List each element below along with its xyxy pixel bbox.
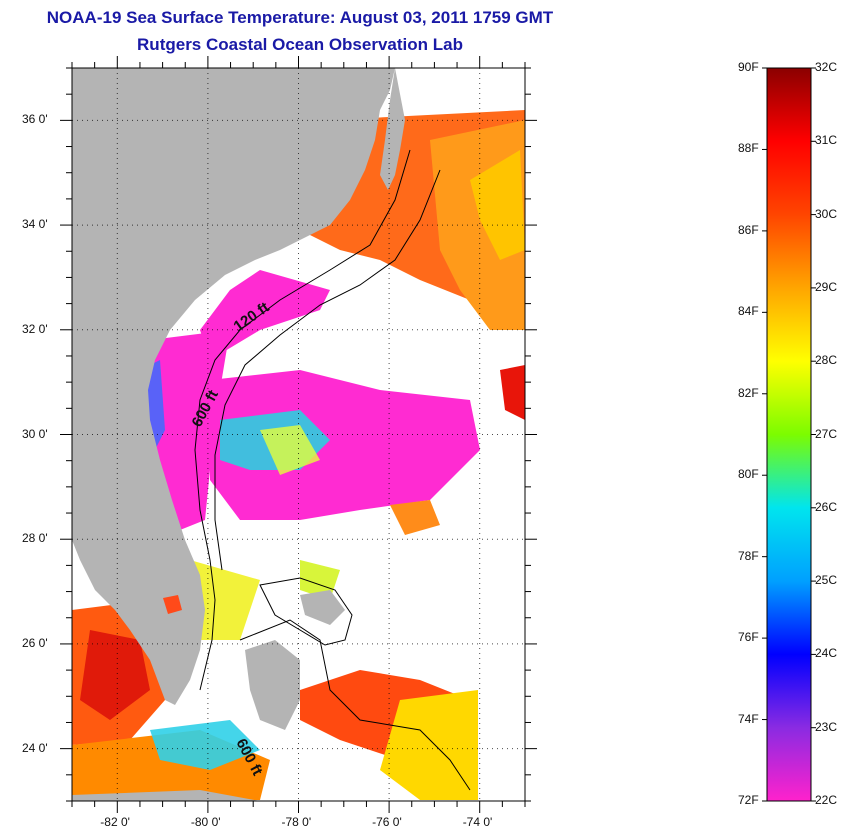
contour-label-120ft: 120 ft xyxy=(231,299,273,335)
sst-south-yellow-patch2 xyxy=(300,560,340,600)
colorbar-c-label: 31C xyxy=(815,133,838,148)
sst-yellow-patch-ne xyxy=(470,150,525,260)
colorbar-f-label: 90F xyxy=(738,60,759,74)
map-subtitle: Rutgers Coastal Ocean Observation Lab xyxy=(137,35,463,54)
lake-okeechobee xyxy=(163,595,182,614)
colorbar-f-label: 86F xyxy=(738,222,759,237)
colorbar-c-label: 29C xyxy=(815,279,838,294)
x-tick-label: -74 0' xyxy=(462,815,493,829)
contour-label-600ft: 600 ft xyxy=(189,387,222,430)
colorbar-f-label: 80F xyxy=(738,467,759,482)
x-tick-label: -82 0' xyxy=(100,815,130,829)
colorbar-c-label: 30C xyxy=(815,206,838,221)
land-outer-banks xyxy=(380,68,405,190)
sst-blue-fringe xyxy=(140,360,165,450)
sst-gulf-warm xyxy=(72,600,165,745)
y-tick-label: 28 0' xyxy=(22,531,48,546)
colorbar-f-label: 82F xyxy=(738,385,759,400)
y-tick-label: 24 0' xyxy=(22,740,48,755)
colorbar-c-label: 22C xyxy=(815,793,838,807)
x-tick-label: -76 0' xyxy=(372,815,402,829)
colorbar-c-label: 23C xyxy=(815,719,838,734)
sst-south-yellow-patch xyxy=(190,560,260,640)
sst-cyan-fringe xyxy=(220,410,330,470)
y-tick-label: 26 0' xyxy=(22,635,48,650)
sst-straits-cyan xyxy=(150,720,260,770)
colorbar-f-label: 76F xyxy=(738,630,759,645)
cloud-mask xyxy=(72,68,525,801)
colorbar-c-label: 24C xyxy=(815,646,838,661)
map-frame xyxy=(71,67,526,802)
map-title: NOAA-19 Sea Surface Temperature: August … xyxy=(46,8,554,27)
contour-120ft xyxy=(194,149,411,691)
y-tick-label: 32 0' xyxy=(22,321,48,336)
colorbar-c-label: 25C xyxy=(815,573,838,588)
colorbar-c-label: 28C xyxy=(815,353,838,368)
sst-yellow-fringe xyxy=(260,425,320,475)
sst-red-patch-offshore xyxy=(500,365,525,420)
y-tick-label: 34 0' xyxy=(22,217,48,232)
contour-label-600ft-south: 600 ft xyxy=(232,736,265,779)
colorbar-f-label: 72F xyxy=(738,793,759,807)
x-tick-label: -80 0' xyxy=(190,815,221,829)
sst-cold-shelf-central xyxy=(145,330,230,530)
sst-bahamas-warm xyxy=(300,670,470,760)
colorbar-f-label: 74F xyxy=(738,711,759,726)
colorbar-c-label: 26C xyxy=(815,499,838,514)
colorbar-f-label: 84F xyxy=(738,304,759,319)
sst-warm-region-north xyxy=(300,110,525,320)
colorbar-f-label: 78F xyxy=(738,548,759,563)
colorbar-c-label: 27C xyxy=(815,426,838,441)
colorbar xyxy=(766,67,812,802)
sst-orange-patch-mid xyxy=(390,500,440,535)
colorbar-c-label: 32C xyxy=(815,60,838,74)
y-tick-label: 36 0' xyxy=(22,112,48,127)
sst-cold-shelf-north xyxy=(200,270,330,360)
colorbar-f-label: 88F xyxy=(738,141,759,156)
contour-little-bahama-bank xyxy=(259,577,353,646)
land-cuba xyxy=(72,790,260,801)
contour-bahamas-bank xyxy=(239,619,471,791)
sst-gulf-red xyxy=(80,630,150,720)
land-bahamas-abaco xyxy=(300,590,345,625)
sst-bahamas-yellow xyxy=(380,690,478,800)
y-tick-label: 30 0' xyxy=(22,426,48,441)
land-bahamas-andros xyxy=(245,640,300,730)
land-mainland xyxy=(72,68,395,705)
contour-600ft xyxy=(214,169,441,571)
sst-cold-band-offshore xyxy=(210,370,480,520)
sst-keys-orange xyxy=(72,730,270,801)
sst-orange-region-east xyxy=(430,120,525,330)
x-tick-label: -78 0' xyxy=(281,815,312,829)
